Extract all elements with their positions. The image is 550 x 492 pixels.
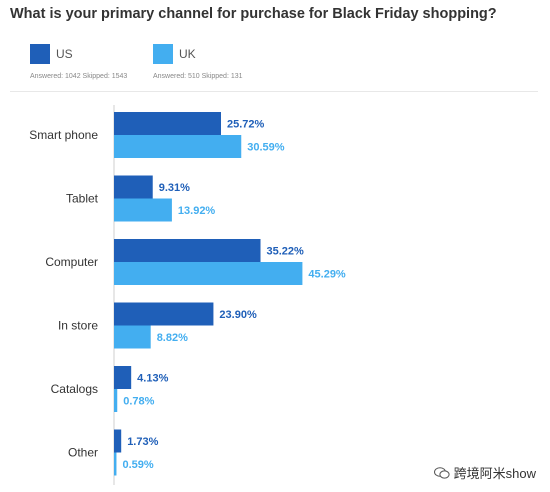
legend-divider [10,91,538,92]
data-label-uk: 8.82% [157,332,188,344]
category-label: In store [58,319,98,333]
data-label-uk: 0.59% [122,459,153,471]
category-label: Smart phone [29,128,98,142]
data-label-us: 9.31% [159,182,190,194]
bar-us [114,302,214,326]
bar-us [114,175,153,199]
legend-swatch-uk [153,44,173,64]
bar-us [114,366,132,389]
data-label-us: 25.72% [227,119,265,131]
chart-title: What is your primary channel for purchas… [10,6,497,22]
category-label: Other [68,446,98,460]
category-label: Computer [45,255,98,269]
data-label-uk: 45.29% [308,269,346,281]
data-label-us: 35.22% [267,246,305,258]
data-label-uk: 13.92% [178,205,216,217]
bar-us [114,429,122,453]
bar-uk [114,389,118,412]
category-label: Catalogs [51,382,98,396]
data-label-uk: 0.78% [123,396,154,408]
data-label-uk: 30.59% [247,142,285,154]
bar-us [114,112,221,135]
bar-us [114,239,261,262]
legend-swatch-us [30,44,50,64]
legend-stats-us: Answered: 1042 Skipped: 1543 [30,73,128,80]
bar-uk [114,198,172,222]
legend-label-uk: UK [179,47,196,61]
bar-uk [114,325,151,349]
data-label-us: 4.13% [137,373,168,385]
watermark-text: 跨境阿米show [453,466,536,481]
legend-label-us: US [56,47,73,61]
watermark: 跨境阿米show [433,463,536,482]
category-label: Tablet [66,192,99,206]
data-label-us: 1.73% [127,436,158,448]
bar-uk [114,262,303,285]
legend-stats-uk: Answered: 510 Skipped: 131 [153,73,243,80]
data-label-us: 23.90% [219,309,257,321]
bar-uk [114,452,117,476]
wechat-icon [433,467,450,479]
bar-uk [114,135,242,158]
